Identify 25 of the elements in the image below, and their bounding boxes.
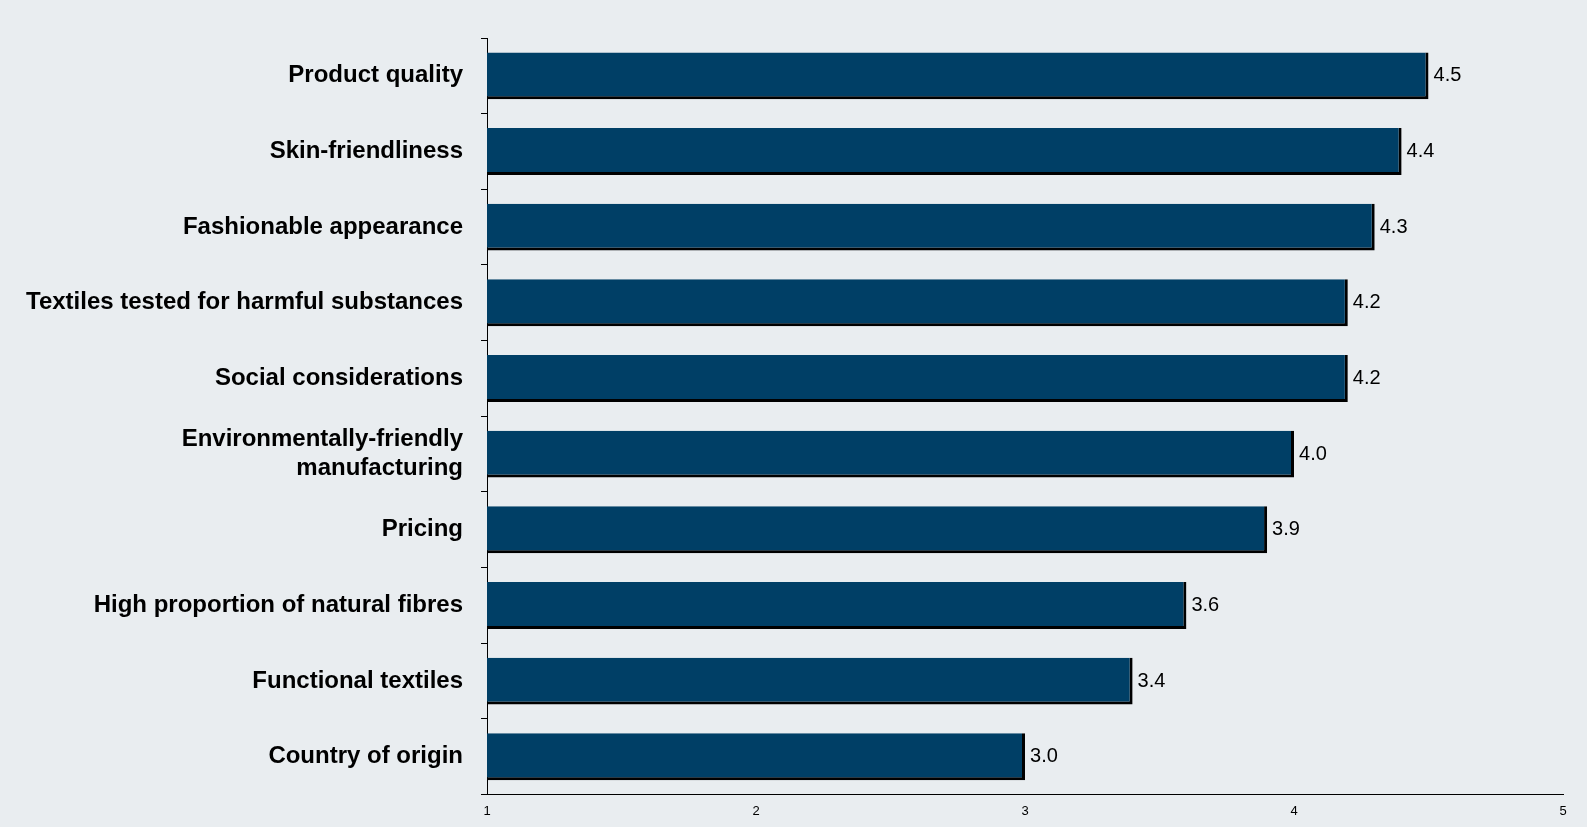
data-label: 3.4	[1137, 668, 1166, 691]
y-tick-label: Environmentally-friendly manufacturing	[181, 424, 464, 481]
x-tick-label: 2	[752, 802, 760, 818]
y-tick-label: Skin-friendliness	[269, 136, 464, 164]
data-label: 3.9	[1272, 517, 1300, 540]
data-label: 3.0	[1030, 744, 1058, 767]
data-label: 4.5	[1433, 63, 1462, 86]
data-label: 3.6	[1191, 592, 1220, 615]
y-tick-label: Country of origin	[268, 741, 464, 769]
x-tick-label: 4	[1290, 802, 1298, 818]
x-tick-label: 3	[1021, 802, 1029, 818]
data-label: 4.3	[1379, 214, 1408, 237]
y-tick-label: Social considerations	[214, 363, 464, 391]
data-label: 4.4	[1406, 139, 1435, 162]
y-tick-label: Fashionable appearance	[182, 211, 464, 239]
x-tick-label: 5	[1559, 802, 1567, 818]
x-tick-label: 1	[483, 802, 491, 818]
y-tick-label: Product quality	[288, 60, 464, 88]
y-tick-label: Functional textiles	[252, 665, 464, 693]
y-tick-label: Textiles tested for harmful substances	[26, 287, 464, 315]
data-label: 4.2	[1352, 290, 1381, 313]
data-label: 4.2	[1352, 365, 1381, 388]
data-label: 4.0	[1299, 441, 1327, 464]
y-tick-label: Pricing	[381, 514, 464, 542]
y-tick-label: High proportion of natural fibres	[93, 590, 464, 618]
